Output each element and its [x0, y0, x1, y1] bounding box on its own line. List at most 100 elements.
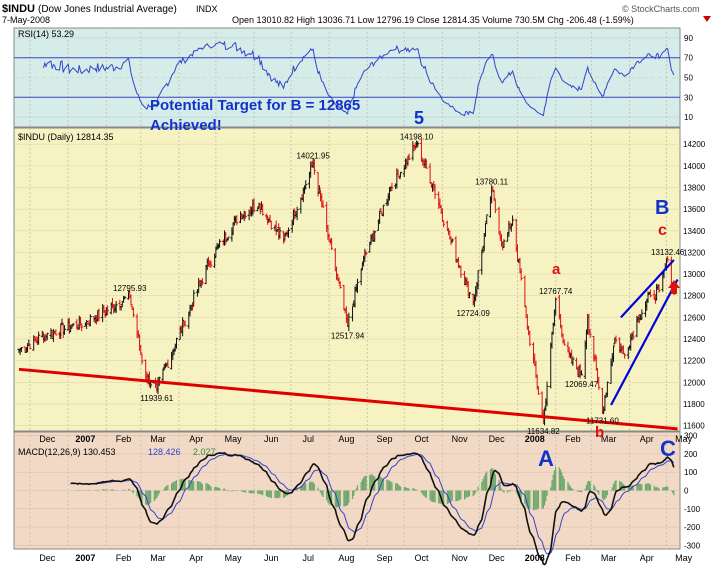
price-bar: [571, 356, 575, 366]
price-point-label: 13132.46: [651, 248, 685, 257]
price-bar: [545, 381, 549, 407]
rsi-tick-label: 50: [684, 74, 693, 83]
price-bar: [106, 305, 110, 316]
x-axis-bottom: Dec 2007 Feb Mar Apr May Jun Jul Aug Sep Oct Nov Dec…: [39, 553, 692, 563]
price-bar: [614, 335, 618, 344]
x-tick-label: Dec: [489, 553, 506, 563]
price-bar: [381, 204, 385, 217]
price-bar: [467, 292, 471, 299]
wave-a-label: a: [552, 261, 561, 278]
macd-signal-value: 128.426: [148, 447, 181, 457]
price-bar: [235, 215, 239, 226]
price-bar: [261, 203, 265, 216]
price-bar: [379, 207, 383, 213]
x-tick-label: Mar: [601, 553, 617, 563]
price-tick-label: 13000: [683, 270, 706, 279]
price-bar: [269, 220, 273, 230]
price-tick-label: 12800: [683, 292, 706, 301]
macd-tick-label: 300: [684, 432, 698, 441]
rsi-tick-label: 10: [684, 113, 693, 122]
price-bar: [123, 296, 127, 300]
x-tick-label: Sep: [377, 434, 393, 444]
x-tick-label: Apr: [640, 553, 654, 563]
price-bar: [304, 180, 308, 190]
price-bar: [623, 353, 627, 359]
price-bar: [213, 253, 217, 268]
price-bar: [640, 309, 644, 320]
x-tick-label: Apr: [640, 434, 654, 444]
chart-header: $INDU (Dow Jones Industrial Average) IND…: [2, 3, 711, 25]
price-point-label: 12517.94: [331, 331, 365, 340]
price-bar: [536, 386, 540, 395]
price-bar: [666, 256, 670, 263]
credit-text: © StockCharts.com: [622, 4, 700, 14]
x-tick-label: Dec: [39, 553, 56, 563]
macd-tick-label: 200: [684, 450, 698, 459]
price-label: $INDU (Daily) 12814.35: [18, 132, 114, 142]
price-bar: [390, 182, 394, 191]
price-bar: [218, 239, 222, 248]
up-arrow-icon: [668, 280, 680, 294]
price-point-label: 14021.95: [296, 151, 330, 160]
x-tick-label: Jun: [264, 434, 279, 444]
price-point-label: 12767.74: [539, 287, 573, 296]
price-bar: [485, 214, 489, 225]
price-bar: [413, 142, 417, 151]
price-tick-label: 14000: [683, 162, 706, 171]
x-tick-label: Feb: [565, 553, 581, 563]
x-tick-label: May: [225, 553, 243, 563]
macd-signal-line: [70, 453, 675, 555]
rsi-tick-label: 90: [684, 34, 693, 43]
x-tick-label: Nov: [452, 553, 469, 563]
price-bar: [97, 308, 101, 322]
macd-label: MACD(12,26,9) 130.453: [18, 447, 116, 457]
x-tick-label: Aug: [338, 434, 354, 444]
rsi-axis: 90 70 50 30 10: [14, 34, 693, 122]
price-bar: [131, 307, 135, 318]
price-bar: [258, 203, 262, 215]
trendlines: [18, 259, 679, 431]
price-tick-label: 11600: [683, 422, 705, 431]
x-axis-mid: Dec 2007 Feb Mar Apr May Jun Jul Aug Sep Oct Nov Dec…: [39, 434, 692, 444]
price-bar: [347, 312, 351, 332]
price-bar: [252, 198, 256, 213]
rsi-tick-label: 30: [684, 93, 693, 102]
price-bar: [399, 171, 403, 178]
macd-legend: MACD(12,26,9) 130.453 128.426 2.027: [18, 447, 216, 457]
price-bar: [283, 232, 287, 241]
price-bar: [424, 159, 428, 169]
price-bar: [293, 208, 297, 220]
x-tick-label: Jul: [302, 434, 314, 444]
price-bar: [183, 320, 187, 327]
price-point-label: 11634.82: [527, 427, 560, 436]
price-bar: [295, 206, 299, 221]
ticker-symbol: $INDU: [2, 3, 35, 15]
price-bar: [355, 278, 359, 294]
chart-date: 7-May-2008: [2, 15, 50, 25]
rsi-line: [43, 40, 675, 117]
price-bar: [166, 359, 170, 368]
price-bar: [200, 277, 204, 286]
price-bar: [129, 294, 133, 306]
price-bar: [287, 227, 291, 238]
trendline-wedge-lower: [610, 278, 679, 406]
macd-tick-label: -200: [684, 523, 701, 532]
price-bar: [535, 374, 539, 390]
x-tick-label: May: [675, 434, 693, 444]
price-bar: [226, 236, 230, 241]
price-point-label: 14198.10: [400, 132, 434, 141]
macd-hist-value: 2.027: [193, 447, 216, 457]
price-tick-label: 12200: [683, 357, 706, 366]
price-tick-label: 12600: [683, 313, 706, 322]
price-bar: [181, 317, 185, 337]
macd-tick-label: -100: [684, 505, 701, 514]
grid-lines: [29, 28, 667, 549]
price-bar: [45, 332, 49, 341]
rsi-label: RSI(14) 53.29: [18, 29, 74, 39]
price-bar: [657, 284, 661, 293]
x-tick-label: Mar: [150, 553, 166, 563]
rsi-series: [43, 40, 675, 117]
price-bar: [312, 158, 316, 175]
x-tick-label: Aug: [338, 553, 354, 563]
